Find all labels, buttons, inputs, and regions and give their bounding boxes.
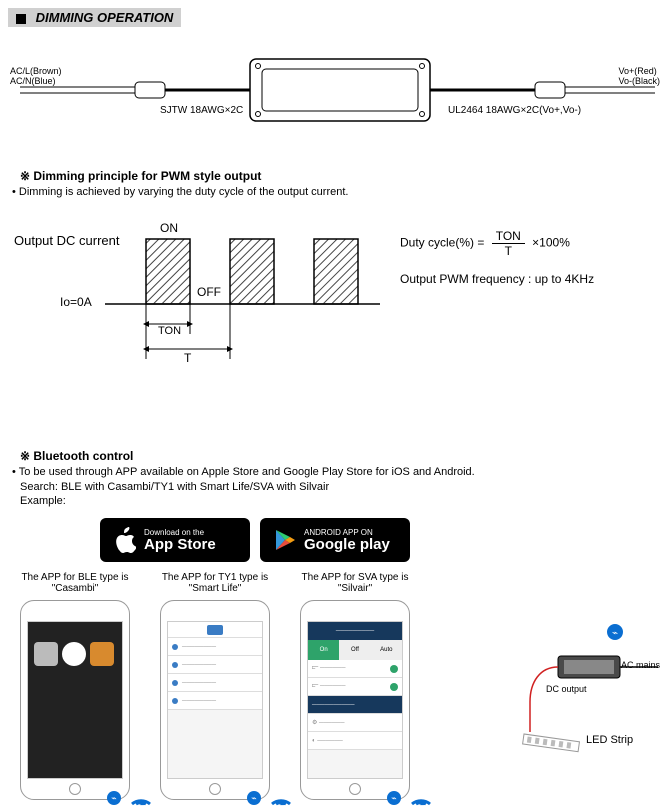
pwm-t-label: T: [182, 351, 193, 365]
section-title-text: DIMMING OPERATION: [36, 10, 174, 25]
pwm-on-label: ON: [160, 221, 178, 235]
formula-left: Duty cycle(%) =: [400, 236, 484, 250]
pwm-ton-label: TON: [156, 325, 183, 337]
pwm-subhead: Dimming principle for PWM style output: [20, 169, 670, 183]
phone-3-screen: ───────── On Off Auto ⫍ ────── ⫍ ────── …: [307, 621, 403, 779]
pwm-zero-label: Io=0A: [60, 295, 92, 309]
output-wire-labels: Vo+(Red) Vo-(Black): [618, 67, 660, 87]
apple-icon: [114, 527, 136, 553]
dc-output-label: DC output: [546, 684, 587, 694]
googleplay-badge[interactable]: ANDROID APP ON Google play: [260, 518, 410, 562]
output-cable-label: UL2464 18AWG×2C(Vo+,Vo-): [448, 105, 581, 116]
pwm-off-label: OFF: [197, 285, 221, 299]
phone-1-home: [69, 783, 81, 795]
duty-cycle-formula: Duty cycle(%) = TON T ×100% Output PWM f…: [400, 229, 594, 286]
pwm-y-label: Output DC current: [14, 233, 120, 248]
led-strip-label: LED Strip: [586, 734, 633, 746]
input-wire-labels: AC/L(Brown) AC/N(Blue): [10, 67, 62, 87]
formula-den: T: [492, 244, 525, 258]
bt-subhead: Bluetooth control: [20, 449, 670, 463]
input-cable-label: SJTW 18AWG×2C: [160, 105, 243, 116]
formula-num: TON: [492, 229, 525, 244]
section-title: DIMMING OPERATION: [8, 8, 181, 27]
bt-icon-1: ⌁: [107, 791, 121, 805]
phone-1-screen: [27, 621, 123, 779]
driver-wiring-diagram: AC/L(Brown) AC/N(Blue) SJTW 18AWG×2C Vo+…: [10, 39, 660, 149]
pwm-freq: Output PWM frequency : up to 4KHz: [400, 272, 594, 286]
phone-1: ⌁: [20, 600, 130, 800]
store-badges: Download on the App Store ANDROID APP ON…: [100, 518, 670, 562]
formula-right: ×100%: [532, 236, 570, 250]
bt-body: To be used through APP available on Appl…: [20, 465, 670, 508]
phone-2-home: [209, 783, 221, 795]
appstore-big: App Store: [144, 537, 216, 552]
phone-3-home: [349, 783, 361, 795]
phone-1-col: The APP for BLE type is "Casambi" ⌁: [10, 572, 140, 800]
driver-svg: [10, 39, 660, 149]
pwm-diagram: Output DC current ON OFF Io=0A TON T Dut…: [0, 209, 670, 389]
device-block: ⌁ AC mains DC output LED Strip: [520, 622, 660, 772]
phone-3-caption: The APP for SVA type is "Silvair": [290, 572, 420, 596]
bt-icon-3: ⌁: [387, 791, 401, 805]
device-svg: ⌁: [520, 622, 660, 782]
phone-2: ──────── ──────── ──────── ──────── ⌁: [160, 600, 270, 800]
phone-2-col: The APP for TY1 type is "Smart Life" ───…: [150, 572, 280, 800]
formula-fraction: TON T: [492, 229, 525, 258]
appstore-badge[interactable]: Download on the App Store: [100, 518, 250, 562]
bt-icon-2: ⌁: [247, 791, 261, 805]
pwm-body: Dimming is achieved by varying the duty …: [20, 185, 670, 199]
phone-2-caption: The APP for TY1 type is "Smart Life": [150, 572, 280, 596]
wifi-icon-3: [408, 782, 434, 808]
phone-2-screen: ──────── ──────── ──────── ────────: [167, 621, 263, 779]
bluetooth-section: Bluetooth control To be used through APP…: [0, 449, 670, 800]
ac-mains-label: AC mains: [621, 660, 660, 670]
gplay-big: Google play: [304, 537, 390, 552]
phone-1-caption: The APP for BLE type is "Casambi": [10, 572, 140, 596]
phone-3: ───────── On Off Auto ⫍ ────── ⫍ ────── …: [300, 600, 410, 800]
googleplay-icon: [274, 529, 296, 551]
svg-text:⌁: ⌁: [612, 628, 618, 639]
phone-3-col: The APP for SVA type is "Silvair" ──────…: [290, 572, 420, 800]
